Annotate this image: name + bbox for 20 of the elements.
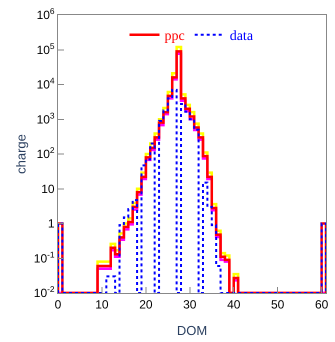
- y-tick-label: 10: [41, 182, 55, 196]
- x-tick-label: 20: [139, 297, 153, 312]
- y-tick-label: 10$^{6}$: [36, 6, 55, 22]
- legend-label: ppc: [164, 29, 185, 44]
- y-tick-label: 10$^{2}$: [36, 145, 55, 162]
- x-tick-label: 10: [95, 297, 109, 312]
- x-tick-label: 30: [183, 297, 197, 312]
- y-tick-label: 10$^{5}$: [36, 40, 55, 57]
- y-tick-label: 10$^{4}$: [36, 76, 55, 92]
- x-axis-title: DOM: [176, 323, 208, 338]
- y-tick-label: 1: [48, 216, 55, 231]
- x-tick-label: 60: [314, 297, 329, 312]
- y-axis-title: charge: [14, 134, 29, 174]
- x-tick-label: 50: [270, 297, 285, 312]
- x-tick-label: 0: [54, 297, 62, 312]
- x-tick-label: 40: [227, 297, 241, 312]
- y-tick-label: 10$^{3}$: [36, 110, 55, 126]
- y-tick-label: 10$^{-1}$: [34, 249, 55, 266]
- y-tick-label: 10$^{-2}$: [34, 284, 55, 300]
- legend-label: data: [230, 29, 254, 44]
